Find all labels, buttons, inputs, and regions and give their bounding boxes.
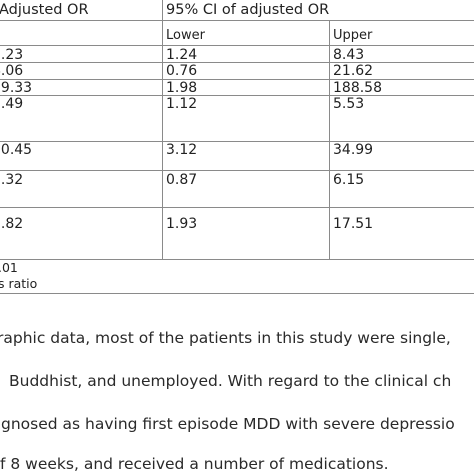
cell-ci-lower: 1.93 [166, 216, 198, 232]
cell-ci-upper: 6.15 [333, 172, 365, 188]
cell-adjusted-or: 3.23 [0, 47, 24, 63]
table-footnote-rule [0, 293, 474, 294]
cell-ci-lower: 1.98 [166, 80, 198, 96]
header-ci-adjusted-or: 95% CI of adjusted OR [166, 2, 330, 18]
cell-ci-upper: 188.58 [333, 80, 382, 96]
cell-adjusted-or: 19.33 [0, 80, 33, 96]
cell-ci-lower: 1.24 [166, 47, 198, 63]
paragraph-line: f 8 weeks, and received a number of medi… [0, 455, 389, 473]
cell-adjusted-or: 2.32 [0, 172, 24, 188]
cell-ci-lower: 0.76 [166, 63, 198, 79]
cell-ci-lower: 3.12 [166, 142, 198, 158]
cell-adjusted-or: 4.06 [0, 63, 24, 79]
table-column-divider [162, 0, 163, 259]
table-footnote: s ratio [0, 276, 38, 291]
cell-ci-upper: 21.62 [333, 63, 374, 79]
table-column-divider [329, 20, 330, 259]
table-bottom-rule [0, 259, 474, 260]
cell-ci-lower: 1.12 [166, 96, 198, 112]
cell-ci-upper: 34.99 [333, 142, 374, 158]
paragraph-line: raphic data, most of the patients in thi… [0, 329, 451, 347]
paragraph-line: gnosed as having first episode MDD with … [1, 415, 455, 433]
cell-adjusted-or: 2.49 [0, 96, 24, 112]
table-row-rule [0, 141, 474, 142]
cell-ci-upper: 17.51 [333, 216, 374, 232]
cell-adjusted-or: 5.82 [0, 216, 24, 232]
header-upper: Upper [333, 28, 373, 43]
cell-ci-upper: 8.43 [333, 47, 365, 63]
table-row-rule [0, 62, 474, 63]
table-row-rule [0, 79, 474, 80]
cell-ci-upper: 5.53 [333, 96, 365, 112]
header-lower: Lower [166, 28, 205, 43]
table-footnote: .01 [0, 260, 18, 275]
table-top-rule [0, 20, 474, 21]
cell-ci-lower: 0.87 [166, 172, 198, 188]
table-row-rule [0, 170, 474, 171]
table-row-rule [0, 207, 474, 208]
table-header-rule [0, 45, 474, 46]
paragraph-line: Buddhist, and unemployed. With regard to… [9, 372, 452, 390]
header-adjusted-or: Adjusted OR [0, 2, 89, 18]
cell-adjusted-or: 10.45 [0, 142, 33, 158]
table-row-rule [0, 95, 474, 96]
